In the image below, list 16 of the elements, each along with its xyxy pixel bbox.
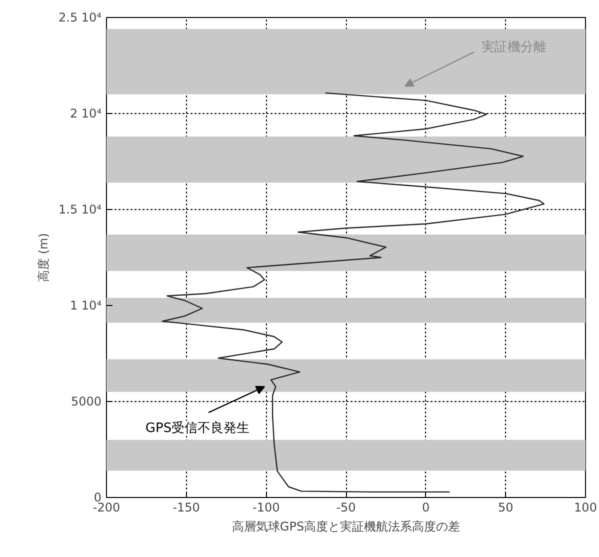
x-tick-label: 100 [574, 500, 597, 514]
y-tick-label: 5000 [70, 394, 102, 408]
x-tick-label: -200 [92, 500, 120, 514]
x-tick-label: -50 [336, 500, 356, 514]
y-tick-label: 1 10⁴ [70, 298, 102, 312]
x-tick-label: 50 [498, 500, 514, 514]
x-tick-label: 0 [422, 500, 430, 514]
x-tick-label: -150 [172, 500, 200, 514]
y-tick-label: 2 10⁴ [70, 106, 102, 120]
annotation: 実証機分離 [482, 38, 547, 55]
x-axis-title: 高層気球GPS高度と実証機航法系高度の差 [232, 520, 460, 534]
x-tick-label: -100 [252, 500, 280, 514]
y-tick-label: 1.5 10⁴ [58, 202, 102, 216]
annotation: GPS受信不良発生 [145, 420, 250, 436]
y-tick-label: 2.5 10⁴ [58, 10, 102, 24]
y-axis-title: 高度 (m) [36, 233, 51, 282]
